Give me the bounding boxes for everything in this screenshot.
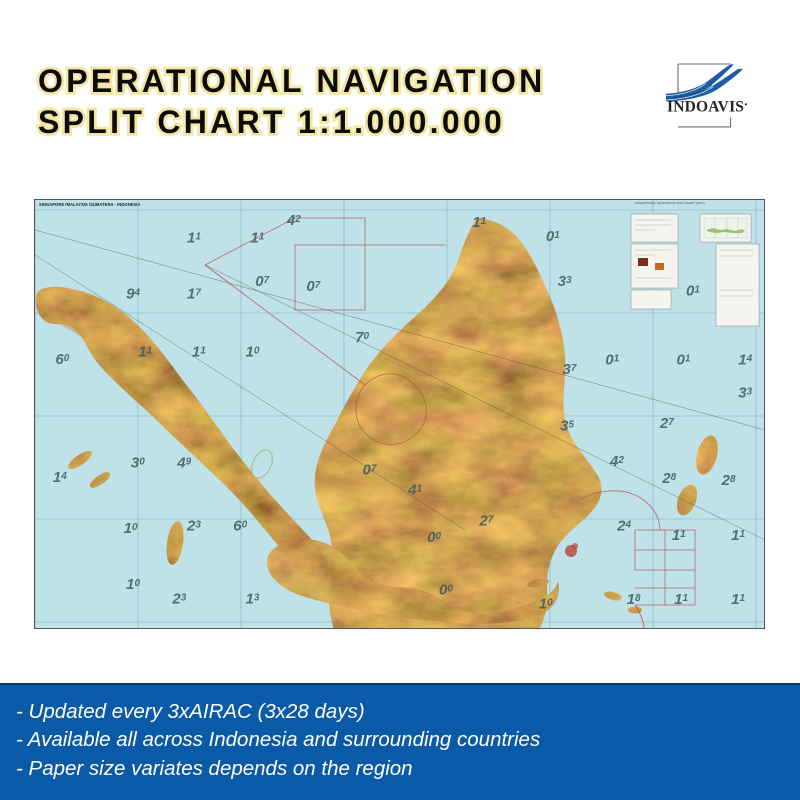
svg-text:SINGAPORE /MALAYSIA /SUMATERA: SINGAPORE /MALAYSIA /SUMATERA - INDONESI… — [39, 202, 140, 207]
svg-text:INDOAVIS: INDOAVIS — [667, 99, 744, 116]
svg-text:OPERATIONAL NAVIGATION SPLIT C: OPERATIONAL NAVIGATION SPLIT CHART (ONC) — [635, 201, 705, 205]
